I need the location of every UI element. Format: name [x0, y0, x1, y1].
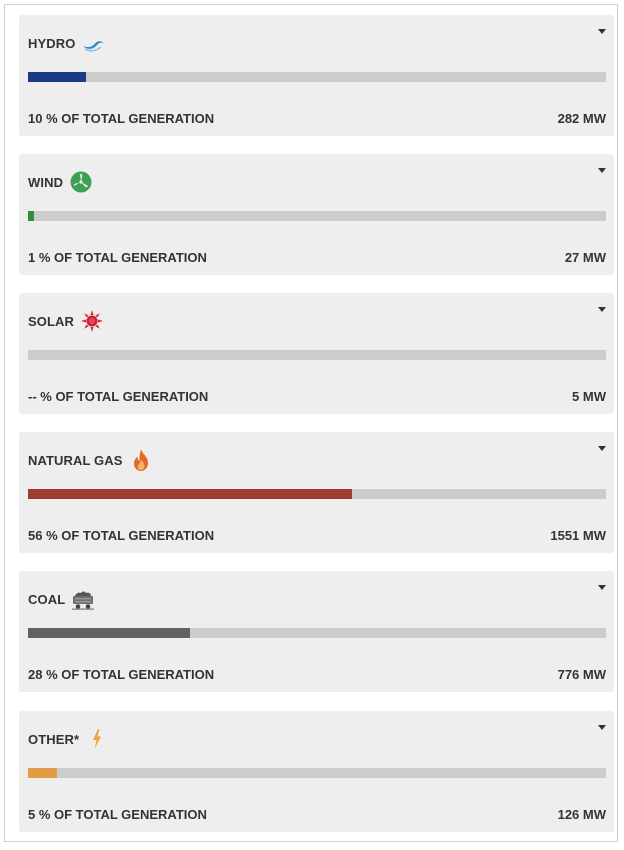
- coal-cart-icon: [71, 587, 95, 611]
- percent-label: -- % OF TOTAL GENERATION: [28, 389, 209, 404]
- expand-caret-icon[interactable]: [598, 585, 606, 590]
- progress-track: [28, 768, 606, 778]
- expand-caret-icon[interactable]: [598, 446, 606, 451]
- megawatt-value: 282 MW: [557, 111, 606, 126]
- megawatt-value: 1551 MW: [550, 528, 606, 543]
- expand-caret-icon[interactable]: [598, 307, 606, 312]
- sun-icon: [80, 309, 104, 333]
- percent-label: 10 % OF TOTAL GENERATION: [28, 111, 215, 126]
- card-label: OTHER*: [28, 731, 80, 747]
- wave-icon: [81, 31, 105, 55]
- progress-fill: [28, 489, 352, 499]
- progress-track: [28, 350, 606, 360]
- percent-label: 56 % OF TOTAL GENERATION: [28, 528, 215, 543]
- progress-fill: [28, 211, 34, 221]
- card-label: NATURAL GAS: [28, 452, 123, 468]
- progress-fill: [28, 768, 57, 778]
- card-label: HYDRO: [28, 35, 76, 51]
- expand-caret-icon[interactable]: [598, 725, 606, 730]
- progress-track: [28, 211, 606, 221]
- flame-icon: [129, 448, 153, 472]
- card-natural-gas: NATURAL GAS 56 % OF TOTAL GENERATION 155…: [19, 432, 614, 553]
- expand-caret-icon[interactable]: [598, 168, 606, 173]
- card-title: OTHER*: [28, 729, 109, 749]
- lightning-icon: [85, 727, 109, 751]
- percent-label: 28 % OF TOTAL GENERATION: [28, 667, 215, 682]
- card-solar: SOLAR: [19, 293, 614, 414]
- card-title: WIND: [28, 171, 93, 193]
- card-title: SOLAR: [28, 310, 104, 332]
- card-label: COAL: [28, 591, 66, 607]
- expand-caret-icon[interactable]: [598, 29, 606, 34]
- card-wind: WIND 1 % OF TOTAL GENERATION 27 MW: [19, 154, 614, 275]
- card-coal: COAL 28 % OF TOTAL GENERATION 776 MW: [19, 571, 614, 692]
- card-title: HYDRO: [28, 35, 105, 52]
- card-hydro: HYDRO 10 % OF TOTAL GENERATION 282 MW: [19, 15, 614, 136]
- megawatt-value: 27 MW: [564, 250, 606, 265]
- generation-panel: HYDRO 10 % OF TOTAL GENERATION 282 MW WI…: [4, 4, 618, 842]
- card-other: OTHER* 5 % OF TOTAL GENERATION 126 MW: [19, 711, 614, 832]
- card-title: COAL: [28, 591, 95, 610]
- progress-track: [28, 489, 606, 499]
- wind-turbine-icon: [69, 170, 93, 194]
- card-label: WIND: [28, 174, 64, 190]
- card-label: SOLAR: [28, 313, 74, 329]
- percent-label: 5 % OF TOTAL GENERATION: [28, 807, 207, 822]
- megawatt-value: 126 MW: [557, 807, 606, 822]
- percent-label: 1 % OF TOTAL GENERATION: [28, 250, 207, 265]
- megawatt-value: 776 MW: [557, 667, 606, 682]
- megawatt-value: 5 MW: [572, 389, 606, 404]
- card-title: NATURAL GAS: [28, 449, 153, 471]
- progress-fill: [28, 72, 86, 82]
- progress-fill: [28, 628, 190, 638]
- progress-track: [28, 628, 606, 638]
- progress-track: [28, 72, 606, 82]
